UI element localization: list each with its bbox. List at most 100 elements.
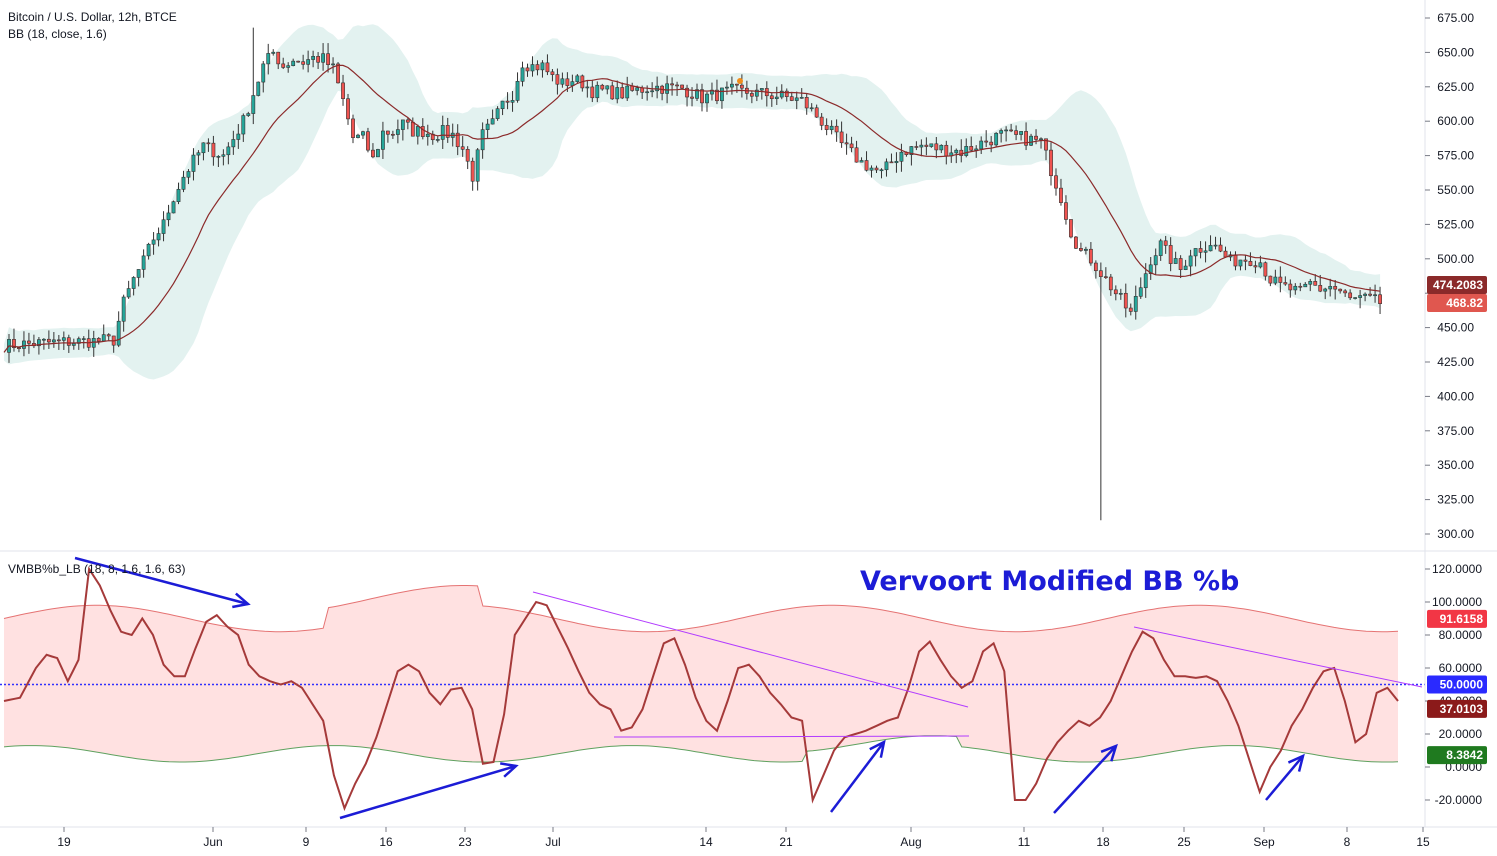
symbol-title[interactable]: Bitcoin / U.S. Dollar, 12h, BTCE xyxy=(8,10,177,24)
candle-body xyxy=(914,146,919,148)
candle-body xyxy=(635,87,640,91)
candle-body xyxy=(475,149,480,182)
candle-body xyxy=(1118,292,1123,295)
candle-body xyxy=(465,149,470,162)
candle-body xyxy=(1348,292,1353,299)
candle-body xyxy=(540,62,545,71)
candle-body xyxy=(889,161,894,164)
candle-body xyxy=(1258,262,1263,268)
candle-body xyxy=(1168,245,1173,264)
candle-body xyxy=(864,160,869,171)
candle-body xyxy=(356,134,360,138)
candle-body xyxy=(51,339,56,343)
candle-body xyxy=(500,100,505,110)
price-tick-label: 650.00 xyxy=(1437,45,1474,59)
bb-indicator-label[interactable]: BB (18, close, 1.6) xyxy=(8,27,107,41)
candle-body xyxy=(390,133,395,136)
time-tick-label: 16 xyxy=(379,835,393,849)
candle-body xyxy=(650,90,655,93)
candle-body xyxy=(794,97,799,101)
candle-body xyxy=(739,84,744,89)
candle-body xyxy=(301,61,306,65)
osc-tick-label: 60.0000 xyxy=(1439,661,1483,675)
candle-body xyxy=(1368,293,1372,296)
candle-body xyxy=(1088,248,1093,264)
candle-body xyxy=(435,139,440,141)
price-tick-label: 375.00 xyxy=(1437,424,1474,438)
trendline-2 xyxy=(1133,626,1423,688)
candle-body xyxy=(1069,219,1073,238)
candle-body xyxy=(1133,296,1138,312)
candle-body xyxy=(156,233,161,241)
candle-body xyxy=(56,339,61,342)
candle-body xyxy=(261,63,266,83)
arrow-up-4 xyxy=(1265,755,1304,801)
candle-body xyxy=(151,239,156,245)
candle-body xyxy=(306,59,311,65)
candle-body xyxy=(221,154,226,157)
candle-body xyxy=(331,63,335,66)
candle-body xyxy=(405,119,410,123)
candle-body xyxy=(844,142,849,145)
candle-body xyxy=(959,149,964,156)
oscillator-indicator-label[interactable]: VMBB%b_LB (18, 8, 1.6, 1.6, 63) xyxy=(8,562,185,576)
candle-body xyxy=(131,277,136,289)
candle-body xyxy=(101,334,106,342)
candle-body xyxy=(879,169,884,172)
price-tick-label: 600.00 xyxy=(1437,114,1474,128)
arrow-up-3 xyxy=(1053,745,1117,814)
candle-body xyxy=(560,78,565,85)
candle-body xyxy=(834,125,839,133)
price-tick-label: 400.00 xyxy=(1437,389,1474,403)
candle-body xyxy=(705,93,709,104)
candle-body xyxy=(1188,255,1193,267)
candle-body xyxy=(470,160,475,182)
candle-body xyxy=(1378,294,1382,304)
candle-body xyxy=(1148,264,1153,275)
candle-body xyxy=(680,84,684,89)
time-tick-label: 21 xyxy=(779,835,793,849)
candle-body xyxy=(276,51,281,65)
osc-value-badge-text: 37.0103 xyxy=(1440,702,1484,716)
candle-body xyxy=(1173,258,1178,264)
price-tick-label: 500.00 xyxy=(1437,252,1474,266)
arrow-down-divergence-head xyxy=(232,592,251,609)
candle-body xyxy=(341,82,345,100)
candle-body xyxy=(610,85,615,100)
candle-body xyxy=(759,88,764,91)
candle-body xyxy=(440,125,445,140)
candle-body xyxy=(1019,131,1023,135)
time-tick-label: 11 xyxy=(1018,835,1031,849)
candle-body xyxy=(351,118,355,138)
candle-body xyxy=(46,338,51,343)
candle-body xyxy=(146,243,151,257)
time-tick-label: Aug xyxy=(900,835,921,849)
bb-basis-line xyxy=(3,64,1381,353)
candle-body xyxy=(61,337,66,341)
candle-body xyxy=(1253,265,1258,268)
price-tick-label: 525.00 xyxy=(1437,217,1474,231)
candle-body xyxy=(754,89,759,97)
candle-body xyxy=(725,86,729,89)
price-tick-label: 325.00 xyxy=(1437,493,1474,507)
candle-body xyxy=(191,154,196,172)
candle-body xyxy=(236,133,241,140)
candle-body xyxy=(1243,259,1248,262)
annotations xyxy=(74,556,1423,820)
annotation-title: Vervoort Modified BB %b xyxy=(860,566,1239,597)
basis-value-badge xyxy=(1427,276,1487,294)
support-line xyxy=(613,735,970,738)
candle-body xyxy=(316,56,321,63)
candle-body xyxy=(186,171,191,178)
candle-body xyxy=(979,140,984,150)
candle-body xyxy=(1064,202,1068,220)
bb-band-fill xyxy=(4,24,1381,380)
candle-body xyxy=(136,269,141,278)
candle-body xyxy=(381,130,385,150)
arrow-up-4-head xyxy=(1287,753,1305,772)
candle-body xyxy=(141,255,146,270)
candle-body xyxy=(17,347,21,350)
candle-body xyxy=(774,96,779,100)
